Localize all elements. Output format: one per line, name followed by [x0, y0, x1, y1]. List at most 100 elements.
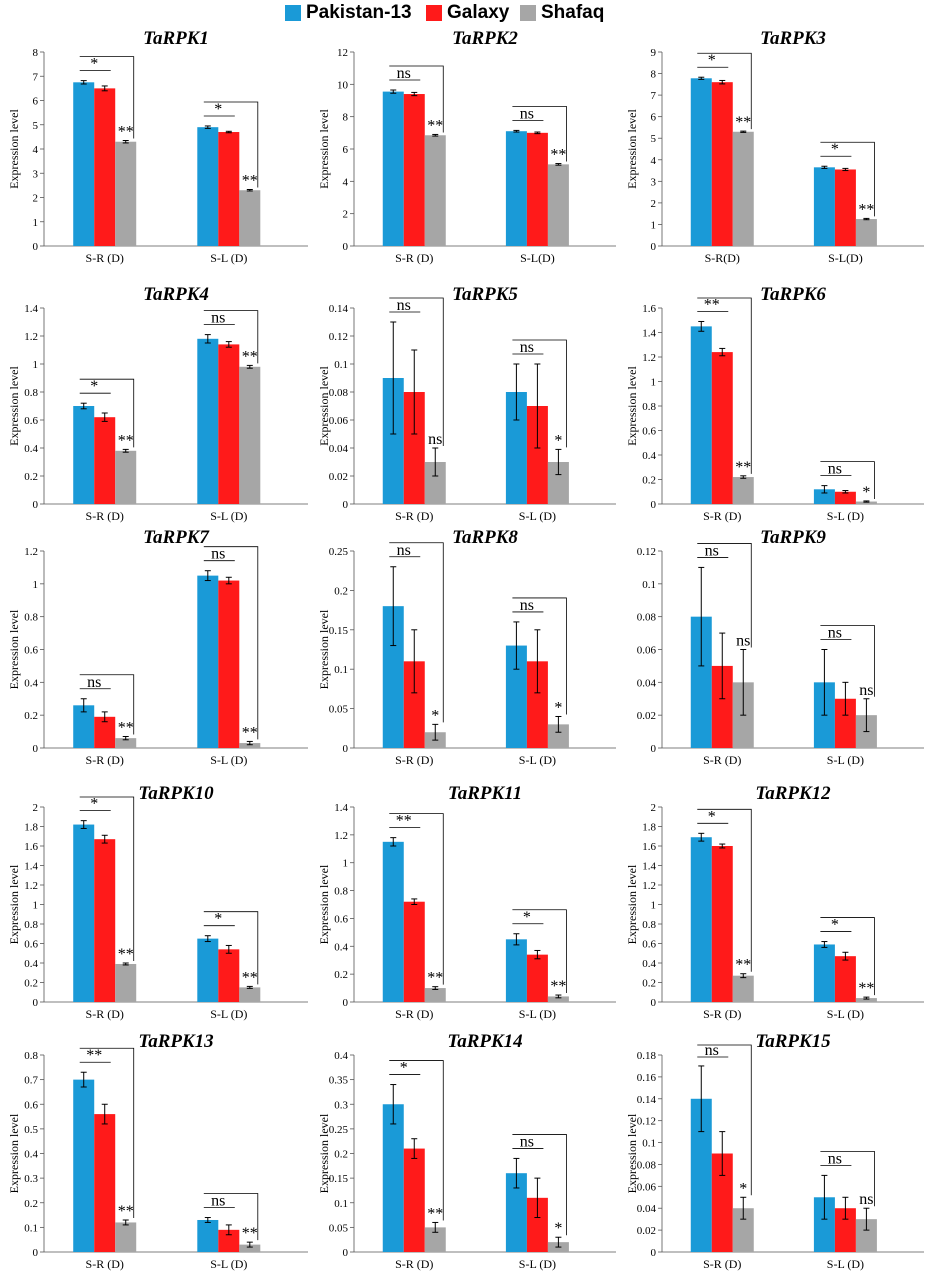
chart-1-bracket-shafaq	[203, 101, 259, 188]
chart-5-bar-shafaq	[424, 462, 446, 504]
chart-4-bracket-shafaq	[203, 310, 259, 364]
chart-4-ytick-label: 0.2	[24, 471, 38, 483]
chart-12-ytick-label: 1.2	[642, 880, 656, 892]
chart-2-bar-pakistan-13	[505, 131, 527, 246]
chart-9-ytick-label: 0.12	[637, 546, 656, 558]
chart-8-ytick-label: 0.15	[329, 625, 349, 637]
chart-10-sig-pair: *	[214, 911, 222, 928]
chart-3-ytick-label: 5	[651, 133, 657, 145]
chart-15-ytick-label: 0.04	[637, 1203, 657, 1215]
chart-13-ytick-label: 0.3	[24, 1173, 38, 1185]
chart-3-bar-galaxy	[711, 82, 733, 246]
legend: Pakistan-13 Galaxy Shafaq	[0, 0, 927, 26]
chart-5-ytick-label: 0.06	[329, 415, 349, 427]
chart-14-sig-shafaq: *	[554, 1220, 562, 1237]
chart-12-sig-pair: *	[831, 917, 839, 934]
chart-1-bar-pakistan-13	[197, 127, 219, 246]
chart-7-sig-pair: ns	[211, 546, 225, 563]
chart-1-ytick-label: 0	[33, 241, 39, 253]
chart-12-bar-galaxy	[711, 846, 733, 1002]
chart-14-category-label: S-R (D)	[395, 1257, 433, 1271]
chart-2-sig-shafaq: **	[427, 117, 443, 134]
chart-3-bar-pakistan-13	[690, 78, 712, 246]
chart-8-category-label: S-R (D)	[395, 753, 433, 767]
chart-14-bracket-shafaq	[389, 1060, 444, 1221]
chart-7-bar-galaxy	[218, 580, 240, 748]
chart-1-ylabel: Expression level	[7, 109, 21, 189]
chart-8-title: TaRPK8	[452, 527, 518, 548]
chart-14-ytick-label: 0	[343, 1247, 349, 1259]
chart-11-bar-shafaq	[424, 988, 446, 1002]
chart-6-ytick-label: 1.2	[642, 352, 656, 364]
chart-4-bracket-shafaq	[79, 378, 135, 448]
chart-8-bar-shafaq	[547, 724, 569, 748]
chart-5-bar-pakistan-13	[505, 392, 527, 504]
chart-11-sig-shafaq: **	[427, 970, 443, 987]
chart-11-sig-pair: **	[396, 813, 412, 830]
chart-5-ytick-label: 0.02	[329, 471, 348, 483]
chart-13-sig-shafaq: **	[118, 1203, 134, 1220]
chart-15-ytick-label: 0	[651, 1247, 657, 1259]
chart-2-ytick-label: 0	[343, 241, 349, 253]
chart-11-title: TaRPK11	[448, 783, 522, 804]
chart-12-ytick-label: 0.2	[642, 978, 656, 990]
chart-10-bar-galaxy	[94, 839, 116, 1002]
chart-8-ytick-label: 0.1	[334, 664, 348, 676]
chart-14-title: TaRPK14	[447, 1031, 522, 1052]
chart-2-bar-shafaq	[547, 164, 569, 246]
chart-15-ytick-label: 0.14	[637, 1094, 657, 1106]
chart-7-category-label: S-R (D)	[86, 753, 124, 767]
chart-13-bar-pakistan-13	[73, 1079, 95, 1252]
chart-15-ytick-label: 0.02	[637, 1225, 656, 1237]
chart-11-bar-pakistan-13	[505, 939, 527, 1002]
chart-5-ytick-label: 0.08	[329, 387, 349, 399]
legend-item-galaxy: Galaxy	[426, 2, 509, 24]
chart-5-ytick-label: 0.04	[329, 443, 349, 455]
chart-8-ytick-label: 0.05	[329, 704, 349, 716]
chart-14-ytick-label: 0.3	[334, 1099, 348, 1111]
chart-7-category-label: S-L (D)	[210, 753, 247, 767]
chart-11-category-label: S-L (D)	[519, 1007, 556, 1021]
chart-2-category-label: S-L(D)	[520, 251, 555, 265]
chart-14-category-label: S-L (D)	[519, 1257, 556, 1271]
chart-4-category-label: S-R (D)	[86, 509, 124, 523]
chart-11-ytick-label: 0.4	[334, 941, 348, 953]
chart-13-ytick-label: 0.1	[24, 1222, 38, 1234]
chart-9-sig-shafaq: ns	[859, 682, 873, 699]
chart-6-bar-galaxy	[834, 491, 856, 504]
chart-11-ylabel: Expression level	[317, 864, 331, 944]
chart-11-ytick-label: 1.2	[334, 830, 348, 842]
chart-4-ylabel: Expression level	[7, 366, 21, 446]
chart-10-ytick-label: 0.4	[24, 958, 38, 970]
chart-12-ytick-label: 1.8	[642, 822, 656, 834]
chart-3-sig-shafaq: **	[735, 114, 751, 131]
chart-1-sig-shafaq: **	[242, 172, 258, 189]
chart-9-sig-shafaq: ns	[736, 633, 750, 650]
chart-3-bracket-shafaq	[820, 141, 875, 217]
chart-3-bar-pakistan-13	[813, 167, 835, 246]
chart-10-category-label: S-L (D)	[210, 1007, 247, 1021]
chart-3-ytick-label: 4	[651, 155, 657, 167]
chart-7-bar-pakistan-13	[73, 705, 95, 748]
chart-14-ytick-label: 0.4	[334, 1050, 348, 1062]
chart-10-ytick-label: 1	[33, 900, 39, 912]
chart-3-bar-shafaq	[855, 219, 877, 246]
chart-1-ytick-label: 8	[33, 47, 39, 59]
chart-11-category-label: S-R (D)	[395, 1007, 433, 1021]
chart-12-ytick-label: 1.4	[642, 861, 656, 873]
chart-4-sig-pair: *	[90, 378, 98, 395]
chart-12-title: TaRPK12	[755, 783, 831, 804]
chart-9-ytick-label: 0.02	[637, 710, 656, 722]
chart-6-ytick-label: 0.8	[642, 401, 656, 413]
chart-2-title: TaRPK2	[452, 28, 518, 49]
chart-7-ytick-label: 0.6	[24, 645, 38, 657]
chart-6-ytick-label: 0.6	[642, 426, 656, 438]
chart-11-bracket-shafaq	[389, 813, 444, 985]
chart-5-sig-pair: ns	[397, 297, 411, 314]
chart-10-bracket-shafaq	[79, 796, 135, 961]
chart-11-bracket-shafaq	[512, 909, 567, 994]
chart-10-category-label: S-R (D)	[86, 1007, 124, 1021]
chart-5-category-label: S-L (D)	[519, 509, 556, 523]
chart-13-bar-shafaq	[239, 1244, 261, 1252]
